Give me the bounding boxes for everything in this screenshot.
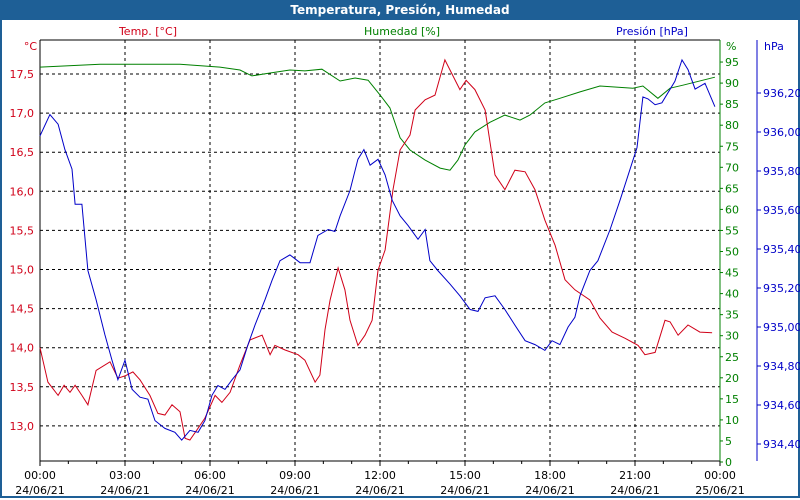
x-tick-date: 24/06/21 bbox=[185, 484, 234, 497]
window-title: Temperatura, Presión, Humedad bbox=[0, 0, 800, 20]
x-tick-date: 24/06/21 bbox=[270, 484, 319, 497]
humidity-unit: % bbox=[726, 40, 736, 53]
x-tick-time: 21:00 bbox=[619, 469, 651, 482]
temp-tick-label: 16,0 bbox=[10, 185, 35, 198]
humidity-tick-label: 75 bbox=[725, 140, 739, 153]
humidity-tick-label: 85 bbox=[725, 98, 739, 111]
humidity-tick-label: 35 bbox=[725, 309, 739, 322]
humidity-tick-label: 80 bbox=[725, 119, 739, 132]
humidity-tick-label: 25 bbox=[725, 351, 739, 364]
humidity-tick-label: 90 bbox=[725, 77, 739, 90]
humidity-tick-label: 70 bbox=[725, 161, 739, 174]
temp-axis-title: Temp. [°C] bbox=[118, 25, 177, 38]
series-group bbox=[39, 58, 716, 441]
humidity-tick-label: 65 bbox=[725, 182, 739, 195]
x-tick-time: 12:00 bbox=[364, 469, 396, 482]
humidity-tick-label: 15 bbox=[725, 393, 739, 406]
x-tick-time: 15:00 bbox=[449, 469, 481, 482]
humidity-tick-label: 40 bbox=[725, 288, 739, 301]
humidity-tick-label: 50 bbox=[725, 246, 739, 259]
pressure-tick-label: 935,60 bbox=[763, 204, 800, 217]
humidity-tick-label: 30 bbox=[725, 330, 739, 343]
temp-tick-label: 13,5 bbox=[10, 381, 35, 394]
x-tick-date: 24/06/21 bbox=[610, 484, 659, 497]
pressure-tick-label: 936,20 bbox=[763, 87, 800, 100]
temp-tick-label: 16,5 bbox=[10, 146, 35, 159]
humidity-tick-label: 0 bbox=[725, 456, 732, 469]
x-tick-time: 00:00 bbox=[704, 469, 736, 482]
pressure-axis-title: Presión [hPa] bbox=[616, 25, 688, 38]
pressure-tick-label: 935,20 bbox=[763, 282, 800, 295]
axes: 13,0 13,5 14,0 14,5 15,0 15,5 16,0 16,5 17,0 17,5… bbox=[10, 39, 800, 497]
pressure-tick-label: 936,00 bbox=[763, 126, 800, 139]
temp-tick-label: 13,0 bbox=[10, 420, 35, 433]
x-tick-time: 18:00 bbox=[534, 469, 566, 482]
pressure-tick-label: 934,80 bbox=[763, 360, 800, 373]
humidity-axis-title: Humedad [%] bbox=[364, 25, 440, 38]
humidity-tick-label: 95 bbox=[725, 56, 739, 69]
x-tick-time: 03:00 bbox=[109, 469, 141, 482]
pressure-tick-label: 935,00 bbox=[763, 321, 800, 334]
humidity-tick-label: 5 bbox=[725, 435, 732, 448]
pressure-tick-label: 934,40 bbox=[763, 438, 800, 451]
x-tick-date: 24/06/21 bbox=[525, 484, 574, 497]
grid bbox=[40, 40, 720, 461]
temp-tick-label: 15,5 bbox=[10, 224, 35, 237]
temp-tick-label: 17,0 bbox=[10, 107, 35, 120]
humidity-tick-label: 60 bbox=[725, 203, 739, 216]
x-tick-date: 24/06/21 bbox=[440, 484, 489, 497]
x-tick-date: 24/06/21 bbox=[355, 484, 404, 497]
temp-tick-label: 14,0 bbox=[10, 342, 35, 355]
pressure-tick-label: 935,80 bbox=[763, 165, 800, 178]
humidity-tick-label: 55 bbox=[725, 224, 739, 237]
series-line-hum bbox=[39, 63, 716, 171]
x-tick-time: 00:00 bbox=[24, 469, 56, 482]
x-tick-time: 06:00 bbox=[194, 469, 226, 482]
pressure-tick-label: 935,40 bbox=[763, 243, 800, 256]
x-tick-date: 25/06/21 bbox=[695, 484, 744, 497]
x-tick-date: 24/06/21 bbox=[100, 484, 149, 497]
series-line-temp bbox=[39, 58, 713, 441]
temp-unit: °C bbox=[24, 40, 38, 53]
x-tick-date: 24/06/21 bbox=[15, 484, 64, 497]
humidity-tick-label: 45 bbox=[725, 267, 739, 280]
temp-tick-label: 15,0 bbox=[10, 264, 35, 277]
pressure-tick-label: 934,60 bbox=[763, 399, 800, 412]
temp-tick-label: 14,5 bbox=[10, 303, 35, 316]
humidity-tick-label: 20 bbox=[725, 372, 739, 385]
pressure-unit: hPa bbox=[764, 40, 784, 53]
temp-tick-label: 17,5 bbox=[10, 68, 35, 81]
series-line-pres bbox=[39, 58, 716, 441]
x-tick-time: 09:00 bbox=[279, 469, 311, 482]
humidity-tick-label: 10 bbox=[725, 414, 739, 427]
